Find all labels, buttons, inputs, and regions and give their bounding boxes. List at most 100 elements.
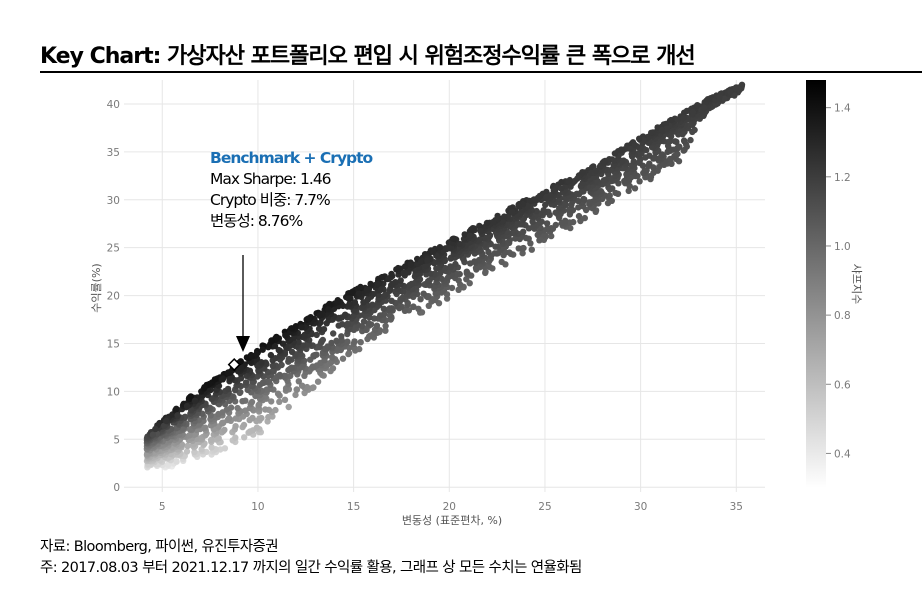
portfolio-point (600, 177, 608, 184)
frontier-point (721, 95, 728, 102)
portfolio-point (339, 355, 347, 362)
portfolio-point (272, 355, 279, 362)
portfolio-point (433, 265, 440, 272)
y-tick-label: 35 (107, 147, 120, 159)
frontier-point (174, 412, 181, 419)
portfolio-point (631, 185, 639, 192)
portfolio-point (650, 169, 657, 176)
portfolio-point (333, 337, 340, 344)
portfolio-point (351, 299, 359, 306)
colorbar-label: 샤프지수 (850, 264, 863, 304)
portfolio-point (360, 299, 367, 306)
frontier-point (727, 88, 734, 96)
portfolio-point (606, 192, 613, 199)
frontier-point (662, 120, 670, 128)
portfolio-point (636, 178, 643, 185)
source-note: 자료: Bloomberg, 파이썬, 유진투자증권 (40, 539, 279, 555)
frontier-point (663, 125, 671, 132)
portfolio-point (242, 379, 250, 386)
portfolio-point (295, 338, 302, 346)
colorbar-tick-label: 0.8 (834, 310, 851, 322)
annotation-weight: Crypto 비중: 7.7% (210, 191, 331, 209)
title-rule (40, 71, 922, 73)
portfolio-point (328, 339, 335, 347)
portfolio-point (528, 246, 535, 253)
frontier-point (325, 306, 332, 313)
frontier-point (446, 245, 453, 252)
portfolio-point (184, 442, 191, 450)
frontier-point (191, 397, 199, 404)
portfolio-point (491, 250, 498, 257)
footnote: 주: 2017.08.03 부터 2021.12.17 까지의 일간 수익률 활… (40, 560, 582, 576)
portfolio-point (310, 352, 317, 359)
frontier-point (334, 298, 341, 306)
colorbar-tick-label: 1.2 (834, 172, 851, 184)
frontier-point (288, 325, 296, 332)
frontier-point (574, 175, 581, 182)
frontier-point (271, 342, 279, 350)
portfolio-point (232, 423, 239, 430)
y-axis-ticks: 0 5 10 15 20 25 30 35 40 (107, 99, 120, 494)
portfolio-point (258, 359, 265, 366)
portfolio-point (330, 330, 337, 337)
portfolio-point (275, 346, 282, 354)
portfolio-point (186, 432, 193, 439)
frontier-point (648, 129, 655, 136)
portfolio-point (357, 339, 364, 346)
frontier-point (316, 312, 323, 319)
portfolio-point (625, 187, 632, 195)
frontier-point (674, 116, 681, 123)
frontier-point (225, 369, 232, 376)
frontier-point (253, 350, 260, 358)
frontier-point (152, 425, 159, 433)
portfolio-point (173, 405, 180, 412)
y-tick-label: 25 (107, 243, 120, 255)
portfolio-point (630, 158, 637, 165)
portfolio-point (674, 150, 681, 158)
frontier-point (430, 248, 437, 255)
portfolio-point (498, 258, 505, 266)
frontier-point (149, 431, 157, 438)
frontier-point (466, 232, 474, 239)
y-tick-label: 15 (107, 338, 120, 350)
portfolio-point (520, 228, 527, 235)
frontier-point (515, 203, 523, 210)
frontier-point (658, 126, 666, 134)
portfolio-point (221, 445, 229, 452)
portfolio-point (447, 263, 454, 270)
portfolio-point (482, 268, 489, 275)
portfolio-point (542, 201, 549, 209)
annotation-sharpe: Max Sharpe: 1.46 (210, 170, 332, 188)
annotation-arrowhead (236, 336, 250, 352)
portfolio-point (515, 245, 522, 252)
portfolio-point (415, 305, 422, 312)
frontier-point (536, 192, 544, 200)
portfolio-point (360, 318, 368, 325)
y-tick-label: 30 (107, 195, 120, 207)
x-tick-label: 35 (730, 501, 743, 513)
frontier-point (526, 197, 533, 205)
portfolio-point (338, 333, 345, 340)
portfolio-point (380, 305, 387, 312)
portfolio-point (519, 250, 526, 257)
portfolio-point (377, 312, 384, 319)
portfolio-point (346, 300, 353, 308)
portfolio-point (386, 311, 393, 319)
portfolio-point (227, 404, 235, 411)
portfolio-point (315, 325, 323, 332)
portfolio-point (485, 248, 492, 256)
frontier-point (160, 422, 168, 429)
y-tick-label: 10 (107, 386, 120, 398)
portfolio-point (452, 260, 459, 268)
frontier-point (495, 215, 502, 223)
portfolio-point (219, 419, 226, 426)
frontier-point (611, 157, 618, 164)
portfolio-point (268, 398, 275, 405)
portfolio-point (285, 403, 292, 411)
frontier-point (183, 402, 191, 410)
frontier-point (282, 332, 289, 339)
portfolio-point (346, 344, 353, 352)
frontier-point (689, 109, 697, 116)
portfolio-point (573, 190, 580, 197)
portfolio-point (408, 280, 415, 288)
